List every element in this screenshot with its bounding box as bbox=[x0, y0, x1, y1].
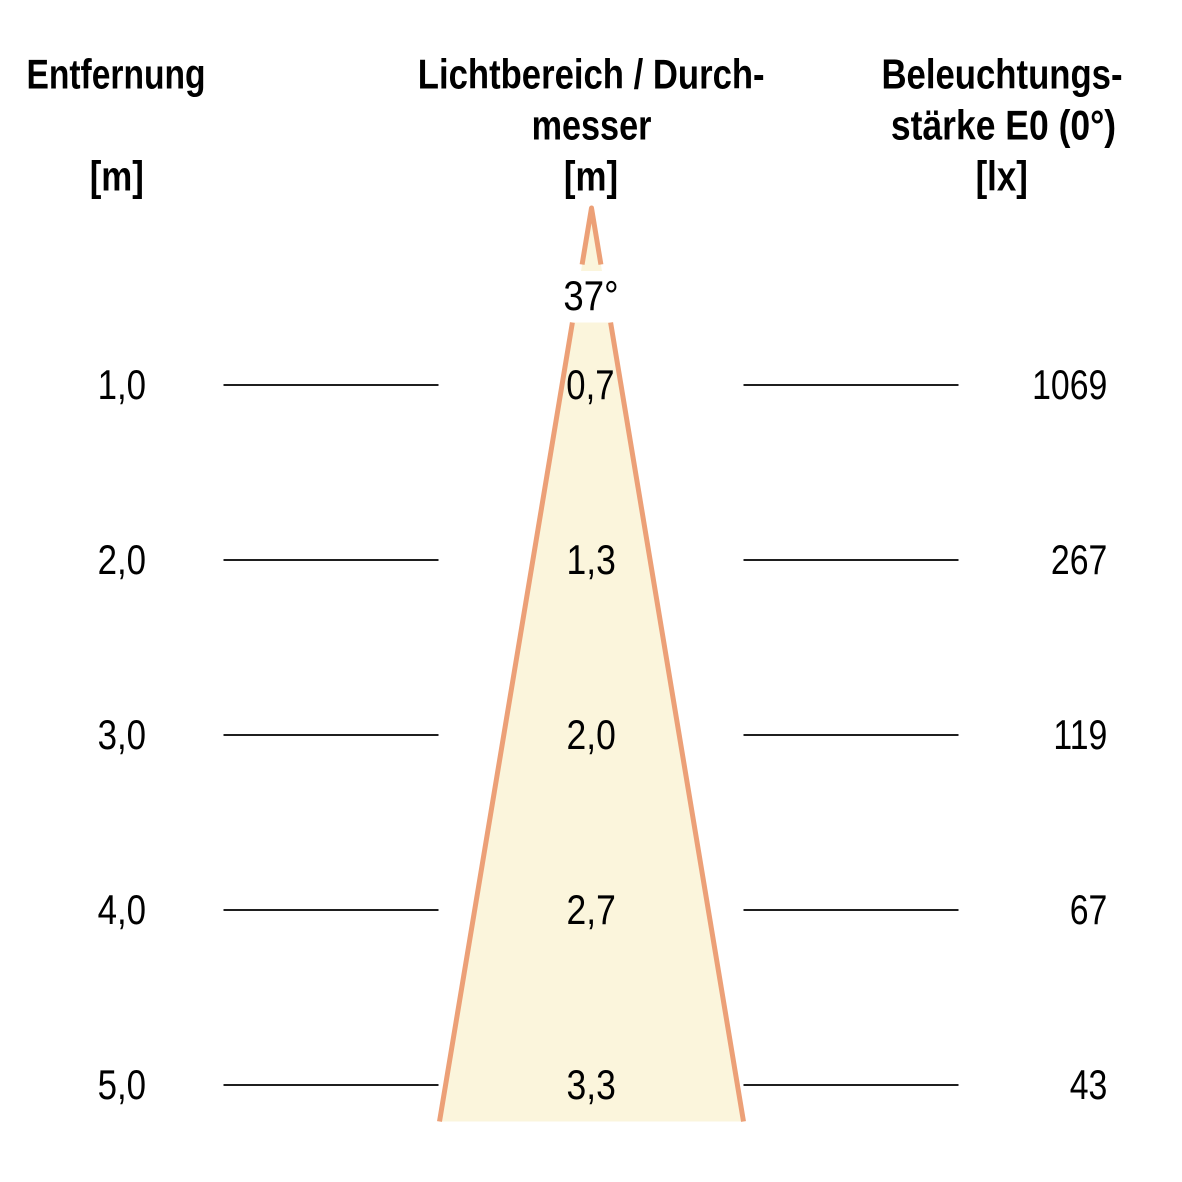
svg-text:[m]: [m] bbox=[564, 153, 618, 200]
svg-text:messer: messer bbox=[532, 102, 652, 149]
svg-text:119: 119 bbox=[1053, 712, 1107, 759]
svg-text:3,0: 3,0 bbox=[98, 712, 146, 759]
svg-text:5,0: 5,0 bbox=[98, 1062, 146, 1109]
svg-text:43: 43 bbox=[1070, 1062, 1108, 1109]
svg-text:3,3: 3,3 bbox=[567, 1062, 616, 1108]
svg-text:67: 67 bbox=[1070, 887, 1108, 934]
svg-text:1,3: 1,3 bbox=[567, 537, 616, 583]
svg-text:1,0: 1,0 bbox=[98, 362, 146, 409]
svg-text:[m]: [m] bbox=[90, 153, 144, 200]
svg-text:267: 267 bbox=[1051, 537, 1107, 584]
svg-text:stärke E0 (0°): stärke E0 (0°) bbox=[891, 103, 1116, 149]
svg-text:[lx]: [lx] bbox=[976, 153, 1028, 200]
svg-text:Beleuchtungs-: Beleuchtungs- bbox=[881, 51, 1122, 98]
svg-text:Lichtbereich / Durch-: Lichtbereich / Durch- bbox=[418, 51, 765, 98]
svg-text:4,0: 4,0 bbox=[98, 887, 146, 934]
svg-text:0,7: 0,7 bbox=[566, 362, 614, 409]
svg-text:1069: 1069 bbox=[1032, 362, 1107, 409]
svg-text:Entfernung: Entfernung bbox=[26, 52, 205, 98]
svg-text:2,0: 2,0 bbox=[98, 537, 146, 584]
svg-text:2,0: 2,0 bbox=[567, 712, 616, 758]
svg-text:2,7: 2,7 bbox=[567, 887, 616, 933]
svg-text:37°: 37° bbox=[563, 273, 618, 320]
